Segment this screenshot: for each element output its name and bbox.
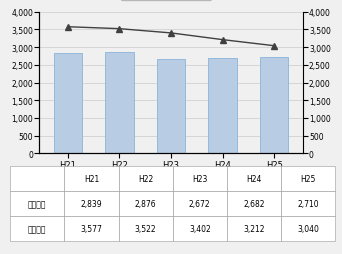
Legend: 検挙件数, 検挙人員: 検挙件数, 検挙人員 (121, 0, 211, 2)
Bar (157, 59, 185, 154)
Bar (260, 58, 288, 154)
Bar (208, 59, 237, 154)
Bar (54, 54, 82, 154)
Bar (105, 52, 134, 154)
